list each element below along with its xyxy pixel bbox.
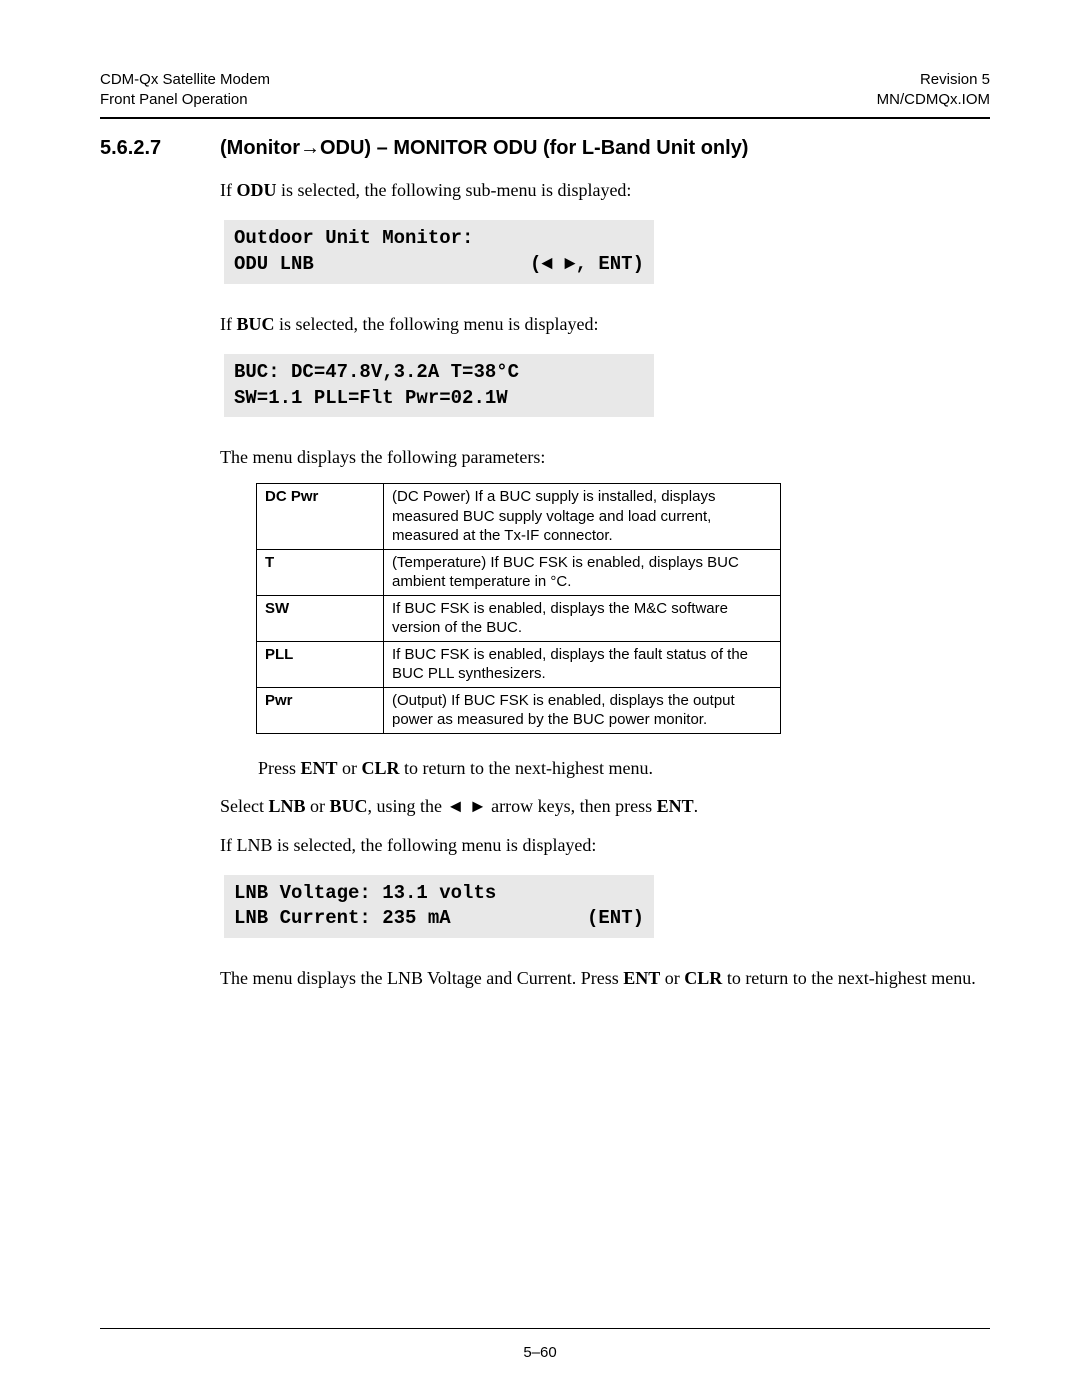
header-section: Front Panel Operation xyxy=(100,90,270,110)
table-row: Pwr (Output) If BUC FSK is enabled, disp… xyxy=(257,687,781,733)
text: or xyxy=(338,758,362,778)
text: is selected, the following sub-menu is d… xyxy=(277,180,632,200)
param-key: PLL xyxy=(257,641,384,687)
text: or xyxy=(306,796,330,816)
parameters-table: DC Pwr (DC Power) If a BUC supply is ins… xyxy=(256,483,781,734)
section-number: 5.6.2.7 xyxy=(100,137,220,160)
section-title-pre: (Monitor xyxy=(220,137,300,159)
param-key: T xyxy=(257,549,384,595)
page-number: 5–60 xyxy=(0,1344,1080,1361)
param-desc: (Output) If BUC FSK is enabled, displays… xyxy=(384,687,781,733)
table-row: DC Pwr (DC Power) If a BUC supply is ins… xyxy=(257,484,781,550)
bold-ent: ENT xyxy=(301,758,338,778)
lcd-text: Outdoor Unit Monitor: xyxy=(234,226,473,252)
footer-rule xyxy=(100,1328,990,1329)
lcd-line: ODU LNB (◄ ►, ENT) xyxy=(234,252,644,278)
header-revision: Revision 5 xyxy=(877,70,990,90)
text: . xyxy=(694,796,699,816)
table-row: PLL If BUC FSK is enabled, displays the … xyxy=(257,641,781,687)
lcd-line: LNB Voltage: 13.1 volts xyxy=(234,881,644,907)
para-select-lnb-buc: Select LNB or BUC, using the ◄ ► arrow k… xyxy=(220,794,990,818)
header-left: CDM-Qx Satellite Modem Front Panel Opera… xyxy=(100,70,270,109)
section-title-post: ODU) – MONITOR ODU (for L-Band Unit only… xyxy=(320,137,749,159)
para-odu-intro: If ODU is selected, the following sub-me… xyxy=(220,178,990,202)
body: If ODU is selected, the following sub-me… xyxy=(220,178,990,990)
text: to return to the next-highest menu. xyxy=(400,758,653,778)
text: Press xyxy=(258,758,301,778)
table-row: T (Temperature) If BUC FSK is enabled, d… xyxy=(257,549,781,595)
lcd-text: LNB Voltage: 13.1 volts xyxy=(234,881,496,907)
text: is selected, the following menu is displ… xyxy=(275,314,599,334)
param-desc: (Temperature) If BUC FSK is enabled, dis… xyxy=(384,549,781,595)
bold-ent: ENT xyxy=(657,796,694,816)
text: , using the ◄ ► arrow keys, then press xyxy=(368,796,657,816)
para-params-intro: The menu displays the following paramete… xyxy=(220,445,990,469)
lcd-text: (◄ ►, ENT) xyxy=(530,252,644,278)
lcd-odu-menu: Outdoor Unit Monitor: ODU LNB (◄ ►, ENT) xyxy=(224,220,654,283)
lcd-text: ODU LNB xyxy=(234,252,314,278)
param-desc: If BUC FSK is enabled, displays the M&C … xyxy=(384,595,781,641)
param-key: Pwr xyxy=(257,687,384,733)
bold-lnb: LNB xyxy=(268,796,305,816)
bold-clr: CLR xyxy=(684,968,722,988)
lcd-line: LNB Current: 235 mA (ENT) xyxy=(234,906,644,932)
lcd-text: LNB Current: 235 mA xyxy=(234,906,451,932)
text: If xyxy=(220,314,237,334)
param-desc: (DC Power) If a BUC supply is installed,… xyxy=(384,484,781,550)
header-product: CDM-Qx Satellite Modem xyxy=(100,70,270,90)
lcd-line: Outdoor Unit Monitor: xyxy=(234,226,644,252)
section-heading: 5.6.2.7 (Monitor→ODU) – MONITOR ODU (for… xyxy=(100,137,990,160)
para-buc-intro: If BUC is selected, the following menu i… xyxy=(220,312,990,336)
bold-clr: CLR xyxy=(362,758,400,778)
header-right: Revision 5 MN/CDMQx.IOM xyxy=(877,70,990,109)
lcd-text: BUC: DC=47.8V,3.2A T=38°C xyxy=(234,360,644,386)
lcd-text: (ENT) xyxy=(587,906,644,932)
text: Select xyxy=(220,796,268,816)
page: CDM-Qx Satellite Modem Front Panel Opera… xyxy=(0,0,1080,1397)
lcd-buc-menu: BUC: DC=47.8V,3.2A T=38°C SW=1.1 PLL=Flt… xyxy=(224,354,654,417)
text: If xyxy=(220,180,237,200)
bold-buc: BUC xyxy=(330,796,368,816)
header-docnum: MN/CDMQx.IOM xyxy=(877,90,990,110)
param-desc: If BUC FSK is enabled, displays the faul… xyxy=(384,641,781,687)
para-press-ent-clr: Press ENT or CLR to return to the next-h… xyxy=(258,756,990,780)
text: The menu displays the LNB Voltage and Cu… xyxy=(220,968,623,988)
header-rule xyxy=(100,117,990,119)
bold-ent: ENT xyxy=(623,968,660,988)
text: to return to the next-highest menu. xyxy=(722,968,975,988)
lcd-lnb-menu: LNB Voltage: 13.1 volts LNB Current: 235… xyxy=(224,875,654,938)
page-header: CDM-Qx Satellite Modem Front Panel Opera… xyxy=(100,70,990,109)
right-arrow-icon: → xyxy=(300,137,320,159)
table-row: SW If BUC FSK is enabled, displays the M… xyxy=(257,595,781,641)
text: or xyxy=(660,968,684,988)
section-title: (Monitor→ODU) – MONITOR ODU (for L-Band … xyxy=(220,137,748,160)
bold-buc: BUC xyxy=(237,314,275,334)
para-lnb-intro: If LNB is selected, the following menu i… xyxy=(220,833,990,857)
param-key: DC Pwr xyxy=(257,484,384,550)
lcd-text: SW=1.1 PLL=Flt Pwr=02.1W xyxy=(234,386,644,412)
para-lnb-outro: The menu displays the LNB Voltage and Cu… xyxy=(220,966,990,990)
bold-odu: ODU xyxy=(237,180,277,200)
param-key: SW xyxy=(257,595,384,641)
